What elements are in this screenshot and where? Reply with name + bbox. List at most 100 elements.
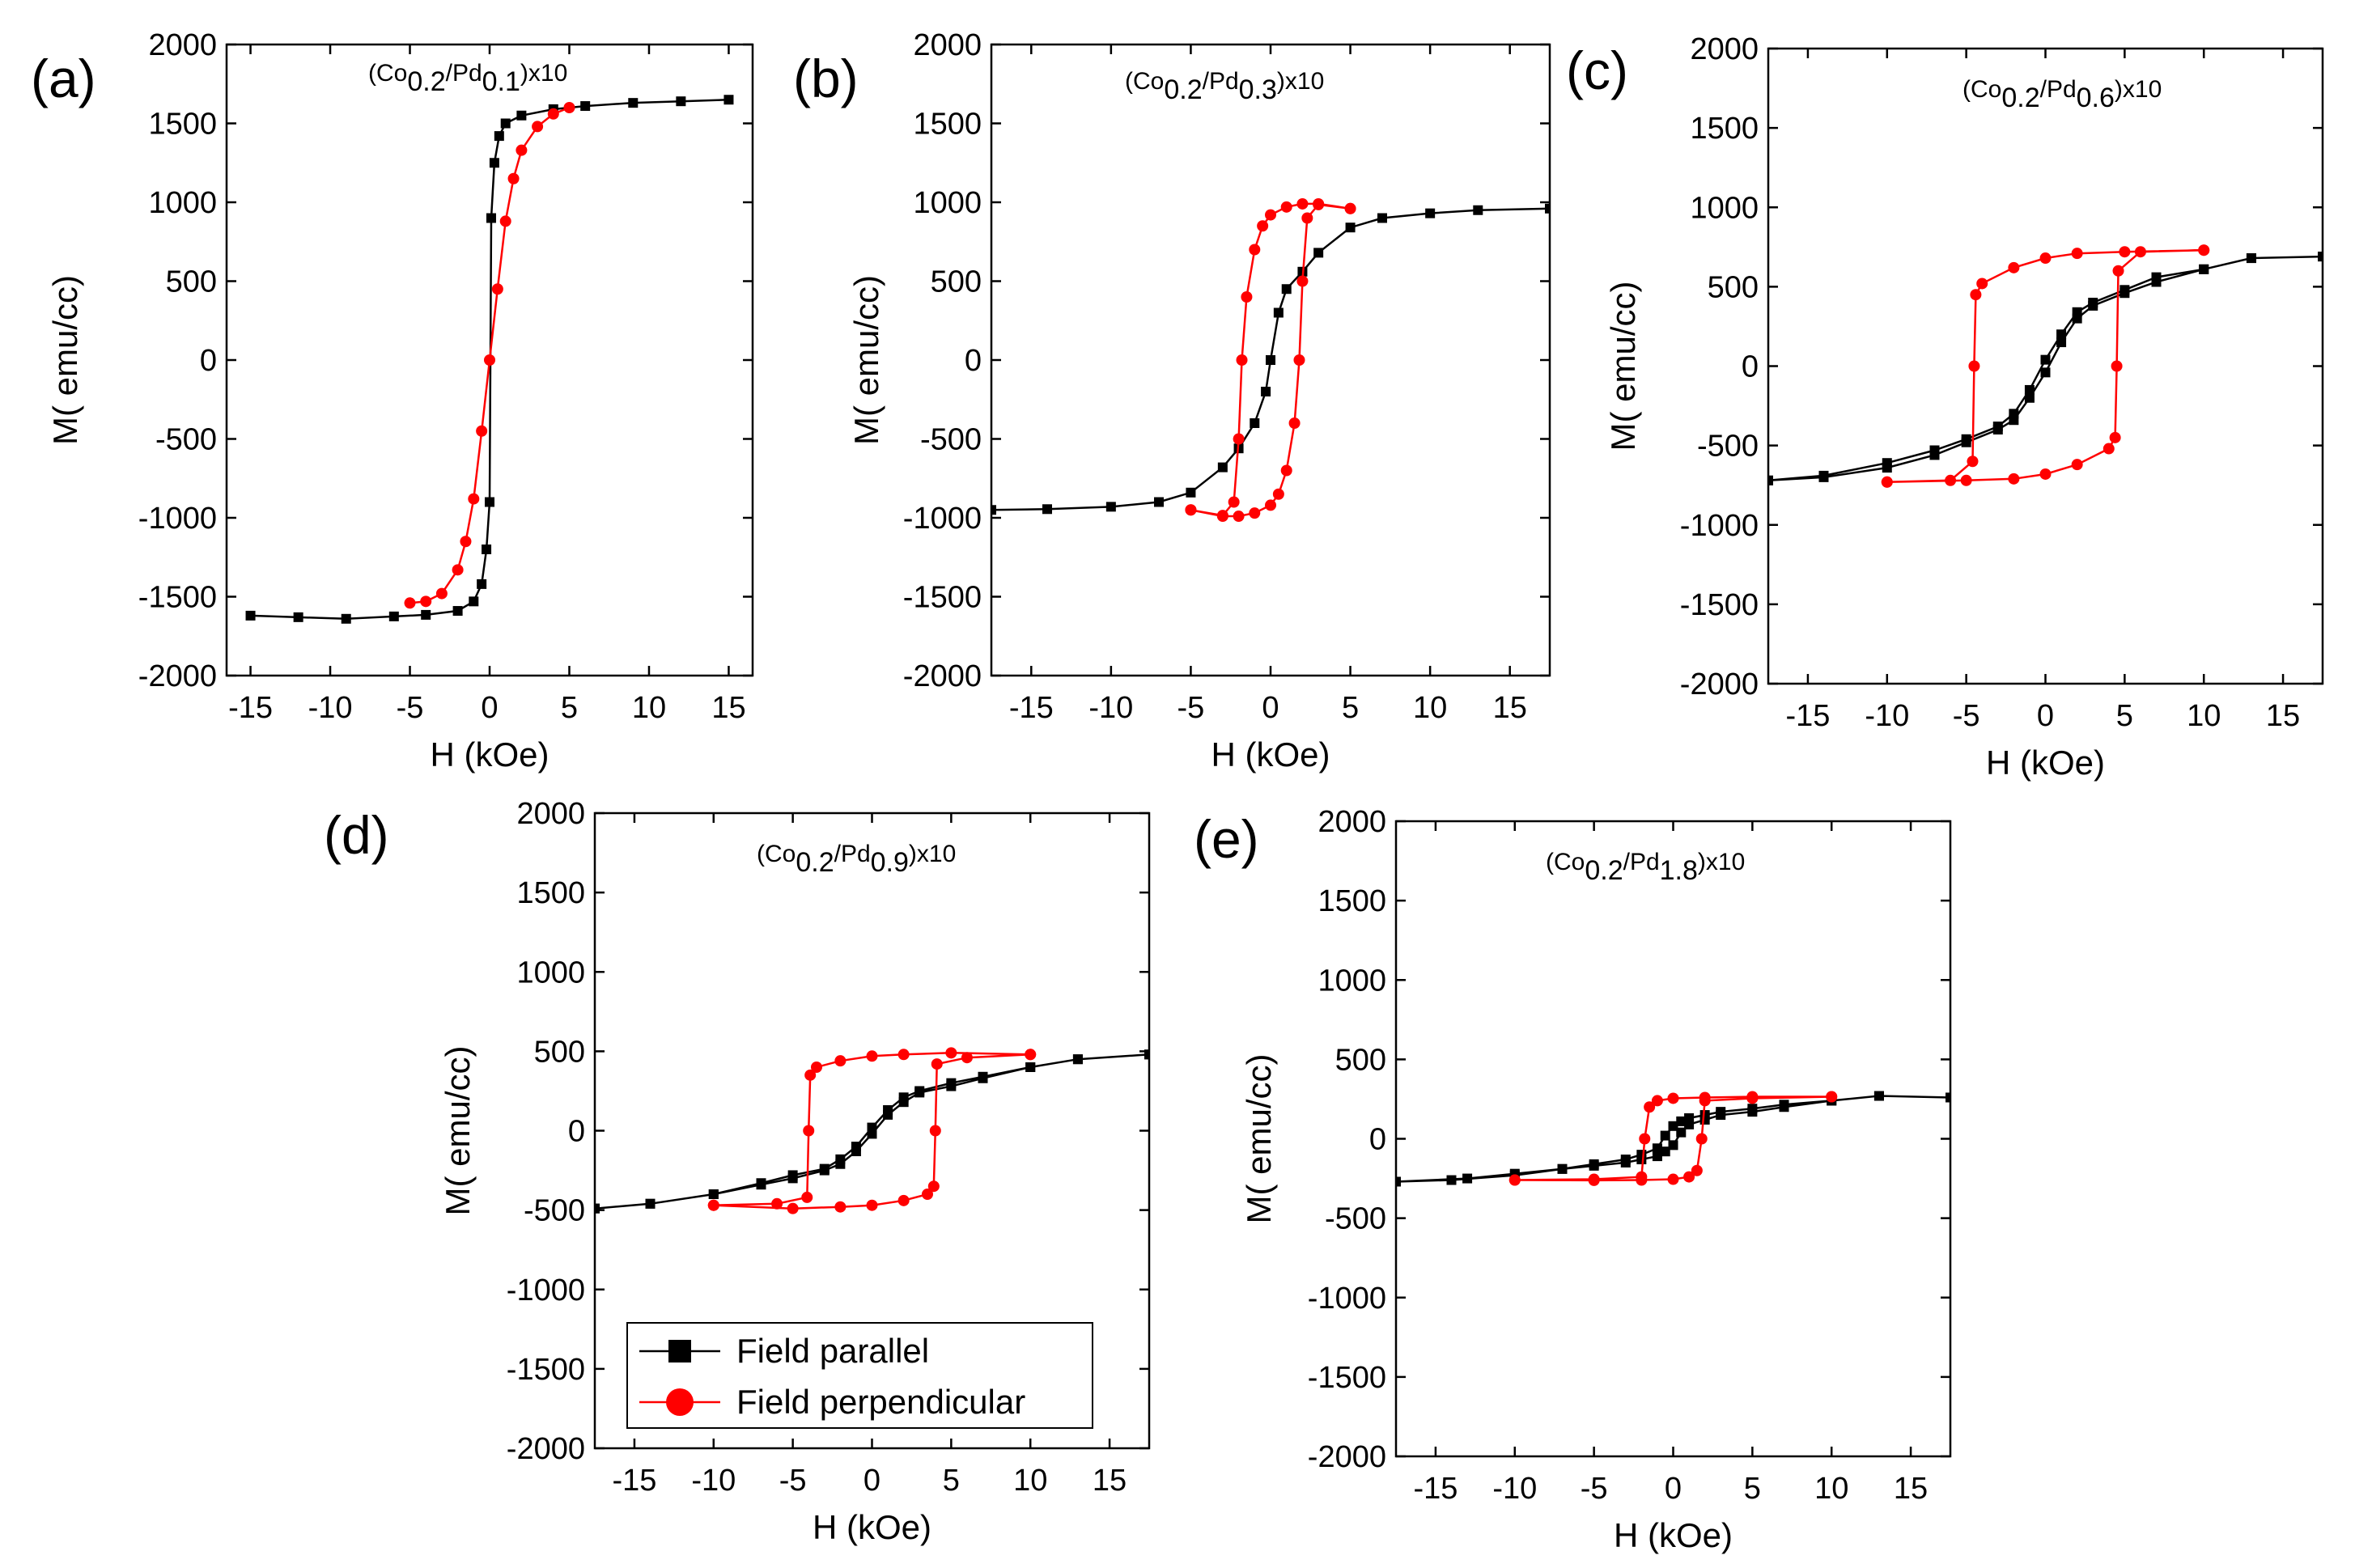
- data-point: [1217, 462, 1228, 473]
- data-point: [2040, 354, 2051, 365]
- data-point: [2088, 298, 2098, 307]
- data-point: [2120, 285, 2130, 295]
- y-tick-label: 1000: [1318, 964, 1386, 998]
- data-point: [787, 1202, 799, 1214]
- series-line: [1396, 1095, 1950, 1183]
- data-point: [1882, 458, 1892, 468]
- data-point: [929, 1125, 941, 1137]
- data-point: [883, 1109, 893, 1120]
- data-point: [1072, 1054, 1083, 1065]
- data-point: [991, 505, 996, 515]
- x-tick-label: 15: [1093, 1464, 1127, 1498]
- panel-label: (d): [324, 805, 389, 865]
- data-point: [1620, 1157, 1631, 1168]
- data-point: [2040, 367, 2051, 378]
- y-axis-title: M( emu/cc): [439, 1046, 477, 1216]
- data-point: [1967, 456, 1979, 468]
- data-point: [1261, 387, 1271, 396]
- legend-marker-square: [668, 1340, 691, 1362]
- x-tick-label: -5: [1953, 699, 1980, 733]
- data-point: [2134, 246, 2146, 258]
- data-point: [897, 1194, 910, 1206]
- data-point: [2056, 329, 2067, 340]
- data-point: [1250, 418, 1260, 428]
- sample-annotation: (Co0.2/Pd0.3)x10: [1125, 68, 1324, 105]
- data-point: [547, 108, 559, 120]
- x-tick-label: -5: [1581, 1472, 1608, 1506]
- data-point: [1288, 417, 1301, 429]
- data-point: [491, 283, 503, 295]
- series-field-parallel: [595, 1049, 1149, 1214]
- data-point: [1992, 422, 2003, 432]
- data-point: [1313, 198, 1325, 210]
- y-tick-label: 500: [534, 1035, 585, 1069]
- data-point: [1652, 1143, 1662, 1154]
- data-point: [922, 1189, 933, 1200]
- data-point: [2008, 261, 2020, 273]
- y-tick-label: 0: [200, 344, 217, 378]
- data-point: [1473, 205, 1483, 215]
- y-tick-label: 1000: [1690, 191, 1759, 225]
- data-point: [1345, 222, 1356, 233]
- series-field-parallel: [991, 203, 1550, 515]
- data-point: [811, 1062, 822, 1073]
- data-point: [388, 611, 399, 621]
- x-axis-title: H (kOe): [1986, 744, 2105, 782]
- panel-label: (e): [1194, 809, 1259, 869]
- data-point: [1746, 1092, 1759, 1104]
- data-point: [1236, 354, 1248, 366]
- data-point: [708, 1189, 719, 1199]
- data-point: [499, 215, 511, 227]
- data-point: [2024, 392, 2035, 403]
- panel-c: -2000 -1500 -1000 -500 0 500 1000 1500 2000 -15 -1…: [1566, 32, 2324, 782]
- y-tick-label: -500: [1697, 430, 1759, 464]
- sample-annotation: (Co0.2/Pd1.8)x10: [1546, 849, 1745, 886]
- data-point: [723, 95, 734, 105]
- data-point: [914, 1087, 925, 1098]
- data-point: [468, 493, 480, 505]
- data-point: [2318, 252, 2323, 262]
- y-tick-label: -1500: [507, 1353, 585, 1387]
- y-tick-label: 500: [1708, 270, 1759, 304]
- y-tick-label: 1500: [148, 108, 217, 142]
- data-point: [1185, 504, 1197, 516]
- panel-d: -2000 -1500 -1000 -500 0 500 1000 1500 2000 -15 -1…: [324, 797, 1151, 1546]
- data-point: [1105, 502, 1116, 512]
- data-point: [1545, 203, 1550, 214]
- x-tick-label: 5: [561, 691, 578, 725]
- x-tick-label: -5: [779, 1464, 807, 1498]
- data-point: [1668, 1121, 1678, 1131]
- data-point: [1699, 1095, 1711, 1107]
- y-tick-label: -500: [920, 423, 982, 457]
- data-point: [1660, 1146, 1670, 1157]
- data-point: [2039, 252, 2052, 265]
- data-point: [1228, 496, 1240, 508]
- data-point: [1425, 208, 1436, 218]
- data-point: [897, 1049, 910, 1061]
- x-tick-label: -10: [1865, 699, 1909, 733]
- data-point: [2009, 409, 2019, 419]
- data-point: [1651, 1095, 1663, 1107]
- data-point: [1144, 1049, 1149, 1060]
- y-tick-label: -1000: [903, 502, 982, 536]
- y-tick-label: -500: [524, 1194, 585, 1228]
- panel-label: (c): [1566, 40, 1628, 100]
- y-tick-label: -1500: [903, 581, 982, 615]
- y-tick-label: -1000: [1308, 1282, 1386, 1316]
- data-point: [927, 1180, 940, 1193]
- data-point: [507, 172, 520, 184]
- data-point: [867, 1129, 877, 1139]
- data-point: [595, 1203, 600, 1214]
- data-point: [771, 1197, 783, 1210]
- series-field-perpendicular: [1508, 1091, 1838, 1186]
- data-point: [1644, 1101, 1656, 1113]
- data-point: [961, 1052, 973, 1064]
- data-point: [1716, 1110, 1726, 1121]
- x-tick-label: 10: [632, 691, 666, 725]
- data-point: [801, 1191, 813, 1203]
- x-tick-label: -15: [1009, 691, 1054, 725]
- x-tick-label: 0: [864, 1464, 880, 1498]
- data-point: [676, 96, 686, 107]
- data-point: [1639, 1133, 1651, 1145]
- data-point: [532, 121, 544, 133]
